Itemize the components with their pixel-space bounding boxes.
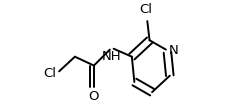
Text: NH: NH [102, 50, 121, 63]
Text: Cl: Cl [43, 67, 56, 80]
Text: O: O [89, 90, 99, 103]
Text: Cl: Cl [139, 3, 152, 16]
Text: N: N [168, 44, 178, 57]
